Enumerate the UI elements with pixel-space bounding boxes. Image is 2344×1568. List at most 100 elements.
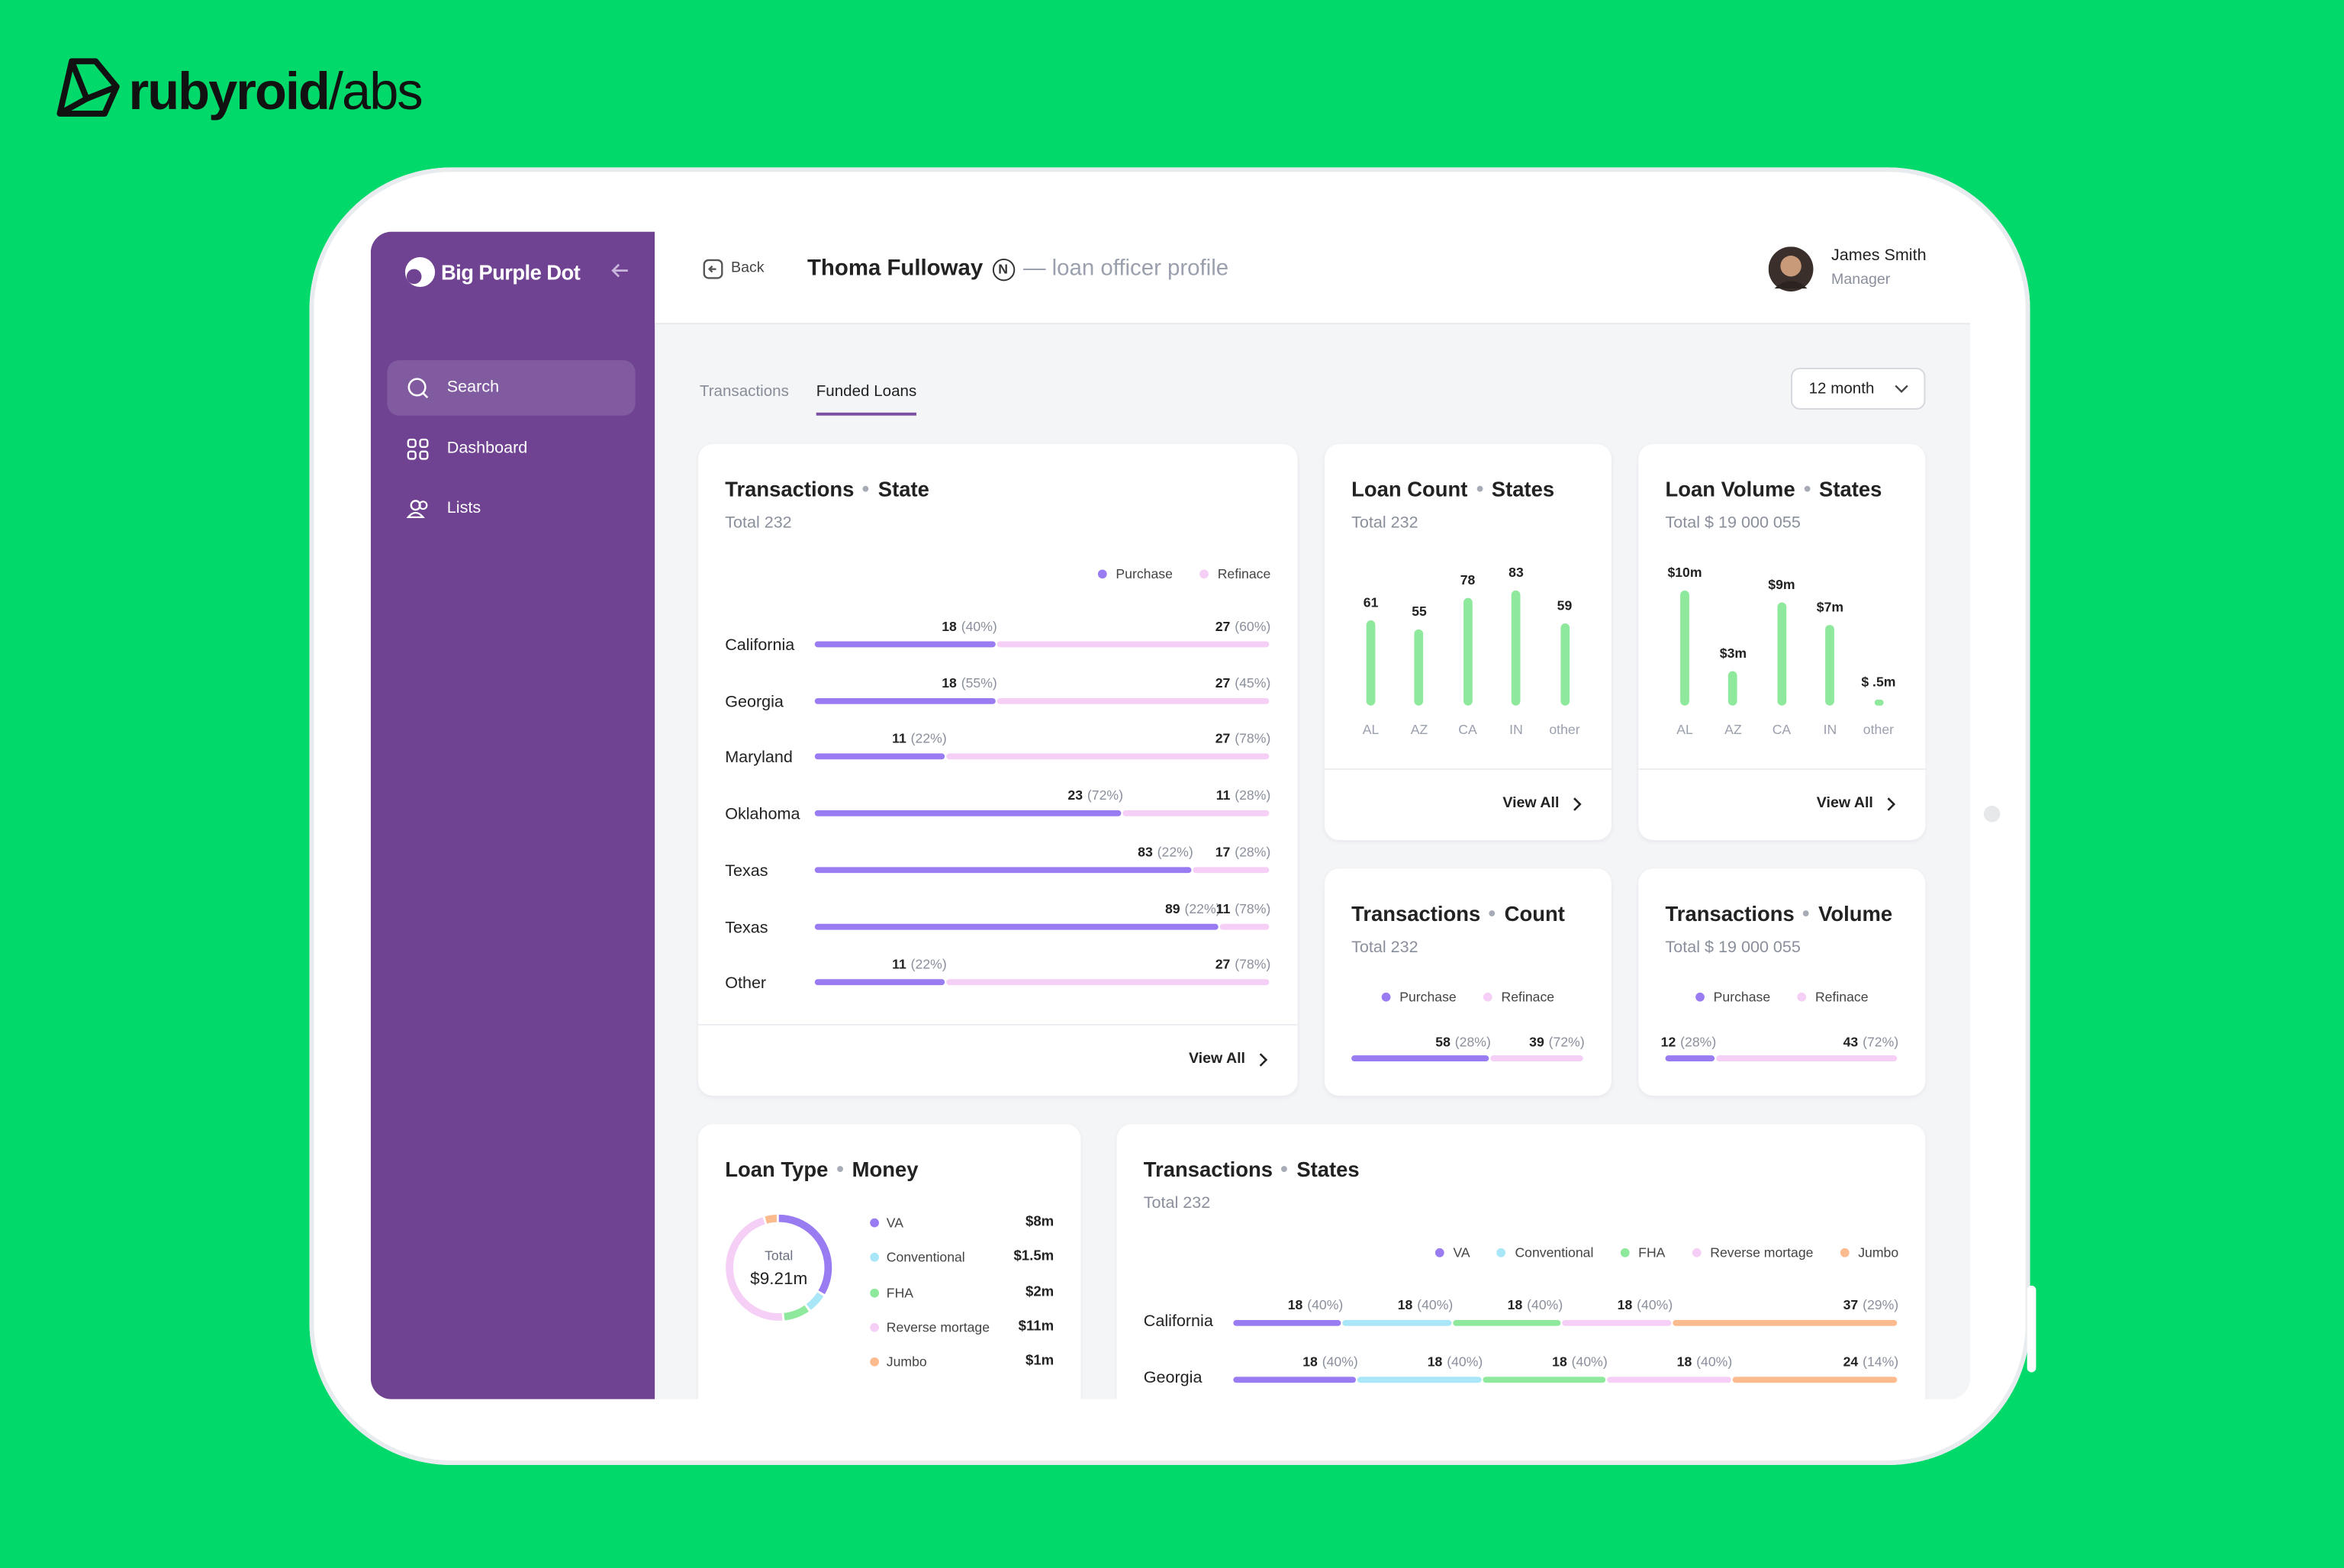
- bar: [1728, 671, 1738, 706]
- legend-label: Purchase: [1399, 989, 1457, 1005]
- segment-value: 11: [892, 731, 906, 747]
- bar-segment: [1122, 810, 1270, 816]
- chevron-path: [1573, 797, 1582, 811]
- legend-dot: [1692, 1248, 1702, 1257]
- legend-dot: [1797, 992, 1807, 1002]
- bar-segment: [997, 641, 1270, 648]
- segment-share: (29%): [1863, 1297, 1899, 1313]
- legend-label: Refinace: [1501, 989, 1555, 1005]
- row-label: Other: [725, 974, 767, 993]
- view-all-link[interactable]: View All: [1816, 795, 1873, 812]
- icon-part: [407, 437, 417, 447]
- donut-segment: [726, 1214, 832, 1321]
- back-link[interactable]: Back: [731, 259, 765, 277]
- user-name: James Smith: [1831, 246, 1927, 265]
- segment-share: (22%): [1157, 844, 1193, 860]
- nav-item[interactable]: Lists: [387, 481, 635, 536]
- segment-label: 37 (29%): [1843, 1293, 1899, 1317]
- segment-label: 18 (40%): [1618, 1293, 1673, 1317]
- legend-dot: [1496, 1248, 1506, 1257]
- segment-value: 37: [1843, 1297, 1859, 1313]
- bar-value-label: $10m: [1667, 565, 1702, 581]
- card-total: Total 232: [1143, 1194, 1211, 1212]
- view-all-link[interactable]: View All: [1188, 1051, 1246, 1067]
- segment-share: (14%): [1863, 1354, 1899, 1369]
- card-total: Total 232: [725, 514, 792, 533]
- bar-segment: [814, 979, 945, 986]
- segment-label: 27 (78%): [1215, 727, 1271, 751]
- segment-label: 11 (78%): [1216, 897, 1271, 920]
- card: Transactions State Total 232 Purchase Refina…: [697, 443, 1298, 1096]
- tab[interactable]: Funded Loans: [816, 382, 917, 401]
- legend: VA Conventional FHA Reverse mortage Jumbo: [1434, 1241, 1898, 1264]
- segment-label: 18 (40%): [1428, 1349, 1483, 1373]
- item-value: $8m: [1025, 1213, 1054, 1231]
- card-total: Total 232: [1351, 939, 1418, 957]
- segment-value: 18: [1302, 1354, 1318, 1369]
- back-icon[interactable]: [703, 259, 723, 279]
- bar-value-label: 78: [1460, 571, 1476, 588]
- title-separator: [1804, 485, 1811, 492]
- bar-value-label: $3m: [1719, 646, 1747, 661]
- donut-segment: [726, 1214, 832, 1321]
- x-tick-label: IN: [1823, 722, 1837, 737]
- bar-value-label: 61: [1363, 595, 1379, 611]
- segment-value: 11: [892, 957, 906, 972]
- bar: [1825, 625, 1835, 706]
- legend-item: Purchase: [1695, 985, 1770, 1009]
- x-tick-label: CA: [1458, 722, 1477, 737]
- x-tick-label: AZ: [1410, 722, 1428, 737]
- legend-label: VA: [886, 1215, 904, 1231]
- nav-icon: [407, 378, 429, 399]
- bar-value-label: $9m: [1768, 576, 1795, 592]
- period-dropdown[interactable]: 12 month: [1791, 367, 1926, 410]
- segment-value: 11: [1215, 787, 1231, 803]
- nav-item[interactable]: Search: [387, 360, 636, 416]
- segment-label: 27 (60%): [1215, 614, 1271, 638]
- segment-value: 18: [1552, 1354, 1567, 1369]
- avatar[interactable]: [1768, 246, 1814, 292]
- segment-value: 18: [1427, 1354, 1443, 1369]
- segment-share: (78%): [1235, 900, 1271, 916]
- brand-icon-shape: [56, 58, 120, 117]
- avatar-face: [1780, 256, 1801, 277]
- segment-share: (60%): [1235, 619, 1271, 634]
- bar-segment: [1220, 922, 1270, 929]
- bar: [1874, 700, 1883, 706]
- segment-label: 43 (72%): [1843, 1030, 1899, 1054]
- legend-dot: [1840, 1248, 1850, 1257]
- chevron-path: [1259, 1053, 1268, 1067]
- chevron-path: [1887, 797, 1896, 811]
- card-total: Total 232: [1351, 514, 1418, 533]
- item-value: $2m: [1025, 1283, 1054, 1300]
- x-tick-label: AL: [1676, 722, 1693, 737]
- legend: Purchase Refinace: [1097, 562, 1270, 586]
- collapse-icon[interactable]: [610, 262, 630, 280]
- segment-value: 18: [1397, 1297, 1413, 1313]
- segment-share: (28%): [1235, 844, 1271, 860]
- segment-share: (28%): [1235, 787, 1271, 803]
- view-all-link[interactable]: View All: [1502, 795, 1560, 812]
- card: Loan Volume States Total $ 19 000 055 $10m A…: [1638, 443, 1926, 841]
- row-label: California: [1143, 1312, 1213, 1331]
- brand-name: rubyroid: [128, 63, 330, 121]
- divider: [1324, 768, 1612, 770]
- legend-dot: [870, 1288, 880, 1297]
- bar-segment: [1233, 1319, 1342, 1326]
- tab[interactable]: Transactions: [699, 382, 789, 401]
- legend-dot: [870, 1253, 880, 1263]
- segment-share: (72%): [1087, 787, 1123, 803]
- card-total: Total $ 19 000 055: [1665, 939, 1801, 957]
- card-title-sub: Volume: [1818, 901, 1893, 926]
- legend-dot: [870, 1322, 880, 1332]
- x-tick-label: other: [1549, 722, 1580, 737]
- card-title-sub: States: [1296, 1157, 1360, 1181]
- segment-share: (22%): [1184, 900, 1221, 916]
- nav-item[interactable]: Dashboard: [387, 421, 635, 476]
- legend-dot: [1620, 1248, 1630, 1257]
- tablet-button: [2027, 1285, 2037, 1373]
- bar-segment: [1343, 1319, 1452, 1326]
- bar-segment: [1351, 1055, 1489, 1062]
- bar-segment: [1563, 1319, 1672, 1326]
